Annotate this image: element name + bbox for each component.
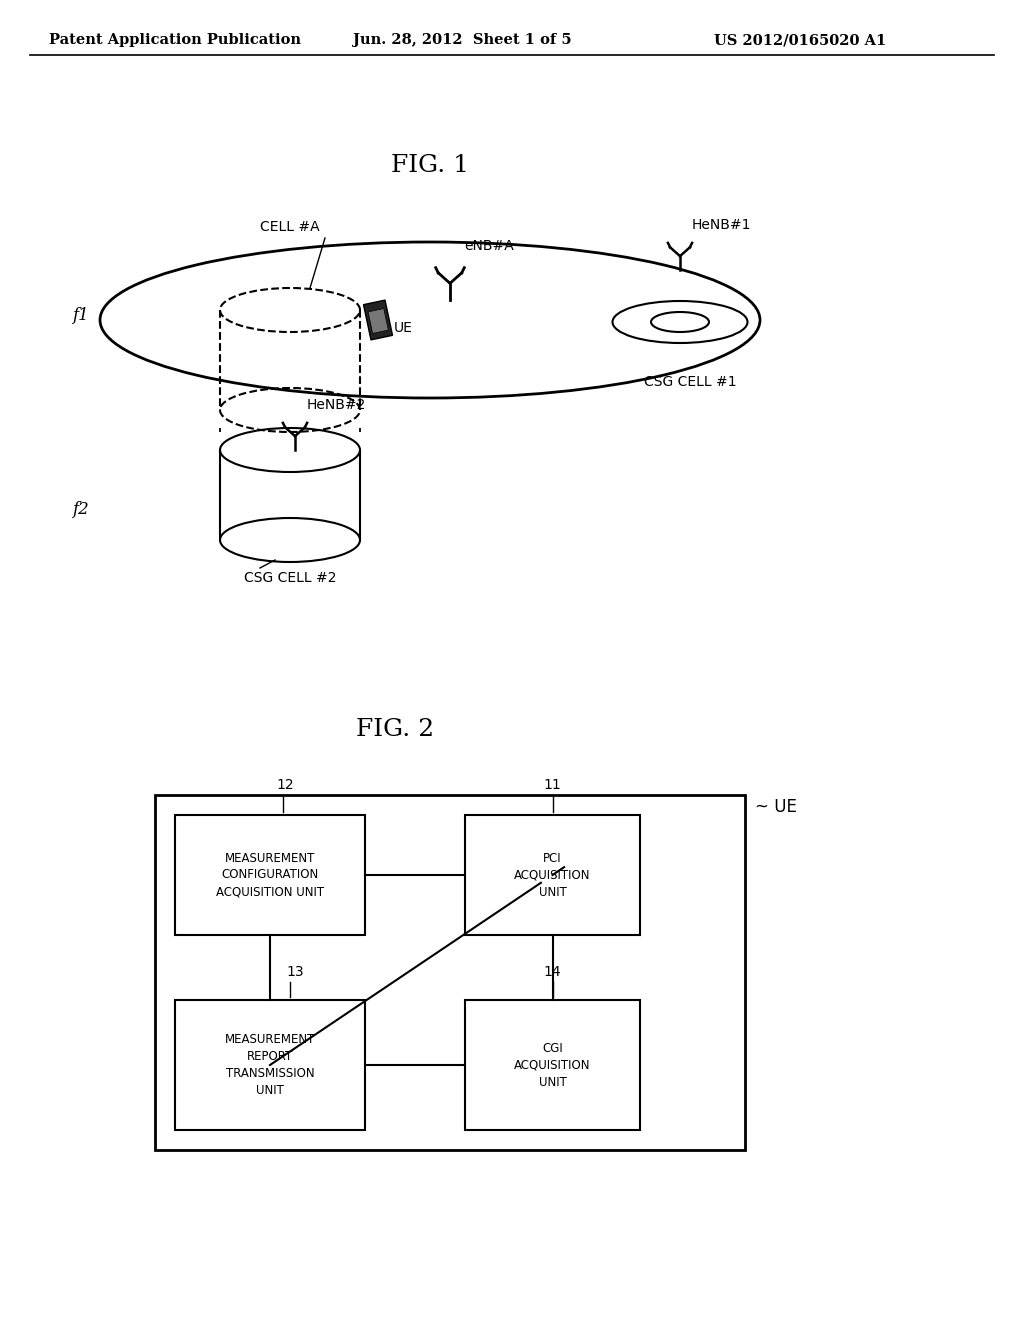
Bar bbox=[155, 795, 745, 1150]
Text: 11: 11 bbox=[544, 777, 561, 792]
Text: f2: f2 bbox=[72, 502, 89, 519]
Text: f1: f1 bbox=[72, 306, 89, 323]
Text: 13: 13 bbox=[286, 965, 304, 979]
Bar bbox=[175, 1001, 365, 1130]
Bar bbox=[175, 814, 365, 935]
Text: ~ UE: ~ UE bbox=[755, 799, 797, 816]
Text: Patent Application Publication: Patent Application Publication bbox=[49, 33, 301, 48]
Text: eNB#A: eNB#A bbox=[464, 239, 514, 253]
Text: 14: 14 bbox=[544, 965, 561, 979]
Text: CELL #A: CELL #A bbox=[260, 220, 319, 234]
Text: Jun. 28, 2012  Sheet 1 of 5: Jun. 28, 2012 Sheet 1 of 5 bbox=[352, 33, 571, 48]
Text: MEASUREMENT
REPORT
TRANSMISSION
UNIT: MEASUREMENT REPORT TRANSMISSION UNIT bbox=[225, 1034, 315, 1097]
Polygon shape bbox=[368, 309, 388, 334]
Text: FIG. 1: FIG. 1 bbox=[391, 153, 469, 177]
Bar bbox=[465, 1001, 640, 1130]
Polygon shape bbox=[364, 300, 392, 339]
Text: CSG CELL #2: CSG CELL #2 bbox=[244, 572, 336, 585]
Text: 12: 12 bbox=[276, 777, 294, 792]
Text: HeNB#1: HeNB#1 bbox=[692, 218, 752, 232]
Text: CGI
ACQUISITION
UNIT: CGI ACQUISITION UNIT bbox=[514, 1041, 591, 1089]
Text: HeNB#2: HeNB#2 bbox=[307, 399, 367, 412]
Bar bbox=[465, 814, 640, 935]
Text: MEASUREMENT
CONFIGURATION
ACQUISITION UNIT: MEASUREMENT CONFIGURATION ACQUISITION UN… bbox=[216, 851, 324, 899]
Text: FIG. 2: FIG. 2 bbox=[356, 718, 434, 742]
Text: CSG CELL #1: CSG CELL #1 bbox=[644, 375, 736, 389]
Text: PCI
ACQUISITION
UNIT: PCI ACQUISITION UNIT bbox=[514, 851, 591, 899]
Text: UE: UE bbox=[394, 321, 413, 335]
Text: US 2012/0165020 A1: US 2012/0165020 A1 bbox=[714, 33, 886, 48]
